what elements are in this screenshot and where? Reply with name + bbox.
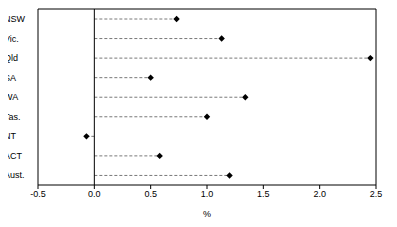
svg-text:%: % [203, 209, 211, 219]
svg-text:0.0: 0.0 [88, 189, 101, 199]
svg-text:2.5: 2.5 [370, 189, 383, 199]
svg-text:1.5: 1.5 [257, 189, 270, 199]
svg-text:2.0: 2.0 [313, 189, 326, 199]
svg-text:SA: SA [8, 73, 16, 83]
svg-text:NT: NT [8, 131, 16, 141]
svg-text:ACT: ACT [8, 151, 23, 161]
svg-text:0.5: 0.5 [144, 189, 157, 199]
svg-text:WA: WA [8, 92, 18, 102]
svg-text:-0.5: -0.5 [30, 189, 46, 199]
svg-text:Tas.: Tas. [8, 112, 21, 122]
svg-text:Qld: Qld [8, 53, 18, 63]
svg-text:1.0: 1.0 [201, 189, 214, 199]
svg-text:Aust.: Aust. [8, 170, 25, 180]
svg-text:NSW: NSW [8, 14, 26, 24]
svg-text:Vic.: Vic. [8, 34, 19, 44]
